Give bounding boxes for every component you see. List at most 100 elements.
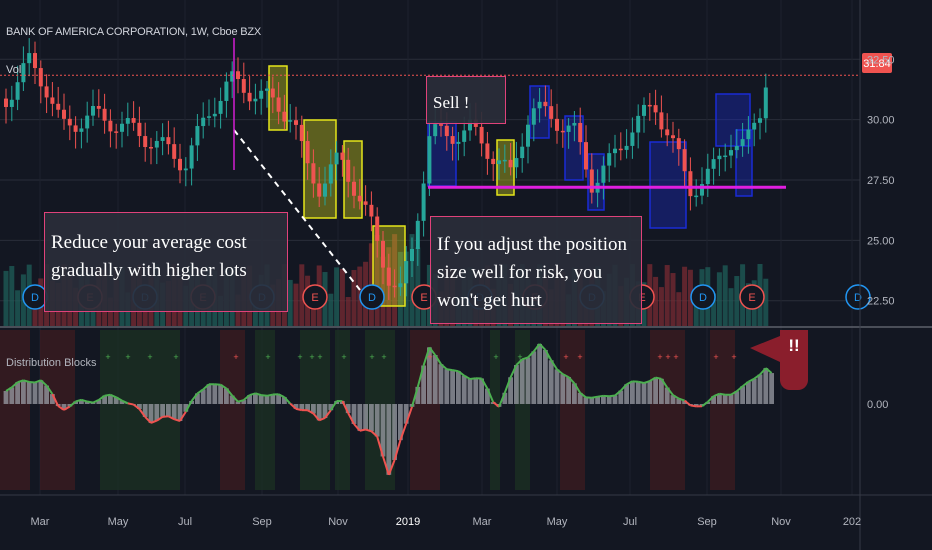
volume-bar (299, 264, 305, 326)
indicator-tick-label: 0.00 (867, 399, 888, 411)
marker-label: E (748, 292, 755, 304)
indicator-bar (50, 394, 55, 404)
indicator-bar (142, 404, 148, 417)
position-size-note[interactable]: If you adjust the position size well for… (430, 216, 642, 324)
time-tick-label: May (108, 516, 129, 528)
candle (311, 163, 316, 184)
time-tick-label: 2019 (396, 516, 420, 528)
indicator-shade (40, 330, 75, 490)
candle (456, 141, 461, 144)
indicator-line (51, 393, 60, 407)
candle (363, 201, 368, 205)
price-tick-label: 25.00 (867, 235, 895, 247)
candle (195, 126, 200, 146)
candle (584, 142, 588, 170)
indicator-line (138, 408, 147, 418)
candle (282, 111, 287, 122)
indicator-line (562, 373, 570, 378)
candle (705, 168, 710, 185)
indicator-line (312, 412, 320, 421)
warning-badge[interactable]: !! (780, 330, 808, 390)
indicator-bar (108, 394, 113, 404)
indicator-line (440, 363, 448, 370)
blue-box (649, 141, 687, 229)
candle (276, 97, 281, 112)
indicator-line (597, 394, 604, 398)
indicator-plus: + (341, 352, 346, 362)
indicator-line (376, 436, 384, 457)
candle (102, 108, 107, 121)
indicator-bar (531, 351, 537, 404)
indicator-bar (508, 377, 513, 404)
candle (33, 53, 37, 69)
candle (166, 137, 171, 145)
indicator-bar (183, 404, 189, 412)
candle (613, 148, 617, 154)
dividend-marker (845, 284, 871, 310)
indicator-line (538, 343, 547, 351)
candle (520, 146, 525, 159)
indicator-line (98, 394, 106, 401)
indicator-bar (444, 369, 450, 404)
indicator-plus: + (105, 352, 110, 362)
indicator-line (307, 409, 314, 415)
indicator-bar (79, 399, 84, 404)
marker-label: E (420, 292, 427, 304)
indicator-line (393, 439, 402, 461)
indicator-bar (253, 393, 258, 404)
indicator-bar (119, 400, 125, 404)
indicator-bar (374, 404, 380, 437)
reduce-cost-note[interactable]: Reduce your average cost gradually with … (44, 212, 288, 312)
indicator-line (747, 377, 755, 383)
indicator-plus: + (713, 352, 718, 362)
distribution-boxes (268, 65, 753, 307)
indicator-bar (276, 394, 281, 404)
indicator-line (190, 392, 199, 402)
indicator-bar (740, 386, 745, 404)
volume-bar (374, 234, 380, 326)
candle (96, 106, 101, 109)
indicator-bar (270, 394, 276, 404)
marker-label: E (638, 292, 645, 304)
indicator-bar (166, 404, 171, 417)
indicator-bar (305, 404, 310, 411)
indicator-bar (728, 394, 734, 404)
candle (688, 171, 693, 197)
indicator-line (678, 397, 685, 402)
candle (607, 153, 612, 166)
candle (549, 106, 554, 119)
volume-bar (334, 267, 340, 326)
indicator-plus: + (563, 352, 568, 362)
indicator-line (69, 400, 77, 408)
indicator-line (261, 394, 268, 397)
candle (404, 261, 409, 284)
indicator-label[interactable]: Distribution Blocks (6, 357, 97, 369)
indicator-bar (154, 404, 160, 421)
sell-note[interactable]: Sell ! (426, 76, 506, 124)
indicator-line (289, 402, 297, 410)
indicator-line (387, 459, 396, 476)
yellow-box (303, 119, 337, 219)
indicator-line (649, 376, 657, 382)
marker-label: D (368, 292, 376, 304)
candle (752, 122, 757, 130)
indicator-line (463, 374, 471, 380)
volume-bar (345, 297, 351, 326)
candle (334, 152, 339, 165)
candle (537, 101, 542, 109)
blue-box (427, 121, 457, 187)
indicator-bar (21, 380, 26, 404)
candle (665, 129, 670, 136)
indicator-line (405, 406, 413, 425)
indicator-line (184, 400, 193, 413)
indicator-shade (710, 330, 735, 490)
indicator-line (416, 365, 425, 388)
indicator-line (243, 394, 251, 401)
indicator-line (446, 368, 453, 372)
candle (746, 129, 751, 140)
candle (241, 79, 246, 93)
indicator-bar (247, 395, 252, 404)
indicator-bar (311, 404, 316, 414)
indicator-bar (200, 389, 206, 404)
